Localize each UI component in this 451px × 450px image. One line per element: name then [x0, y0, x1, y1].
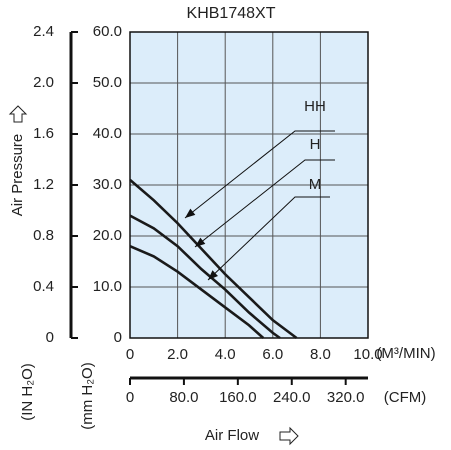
leader-arrow — [208, 270, 218, 280]
y2-tick-label: 0 — [46, 329, 54, 346]
x2-tick-label: 0 — [126, 389, 134, 406]
x-tick-label: 0 — [126, 346, 134, 363]
y-tick-label: 10.0 — [93, 278, 122, 295]
leader-line — [207, 196, 330, 281]
x-tick-label: 6.0 — [262, 346, 283, 363]
x-tick-label: 2.0 — [167, 346, 188, 363]
y-tick-label: 20.0 — [93, 227, 122, 244]
x2-tick-label: 160.0 — [219, 389, 257, 406]
y2-tick-label: 0.8 — [33, 227, 54, 244]
y-unit: (mm H₂O) — [79, 362, 96, 429]
y-tick-label: 30.0 — [93, 176, 122, 193]
y-tick-label: 0 — [114, 329, 122, 346]
y2-tick-label: 2.0 — [33, 74, 54, 91]
leader-arrow — [185, 208, 196, 218]
x2-unit: (CFM) — [384, 389, 426, 406]
y2-tick-label: 1.6 — [33, 125, 54, 142]
x-tick-label: 4.0 — [215, 346, 236, 363]
y2-tick-label: 1.2 — [33, 176, 54, 193]
y2-tick-label: 2.4 — [33, 23, 54, 40]
plot-border — [129, 31, 369, 339]
curve — [129, 178, 298, 340]
x2-tick-label: 80.0 — [169, 389, 198, 406]
curve — [129, 245, 265, 339]
y-axis-label: Air Pressure — [9, 134, 26, 217]
series-label: H — [310, 136, 321, 153]
x-tick-label: 10.0 — [353, 346, 382, 363]
y-axis-arrow — [8, 105, 28, 123]
y-tick-label: 50.0 — [93, 74, 122, 91]
y-tick-label: 60.0 — [93, 23, 122, 40]
leader-line — [184, 130, 335, 219]
leader-arrow — [195, 237, 206, 247]
y2-unit: (IN H₂O) — [19, 363, 36, 420]
x-tick-label: 8.0 — [310, 346, 331, 363]
x2-tick-label: 240.0 — [273, 389, 311, 406]
curve — [129, 214, 281, 340]
series-label: M — [309, 176, 322, 193]
x2-tick-label: 320.0 — [327, 389, 365, 406]
y-tick-label: 40.0 — [93, 125, 122, 142]
x-axis-label: Air Flow — [205, 427, 259, 444]
y2-tick-label: 0.4 — [33, 278, 54, 295]
series-label: HH — [304, 98, 326, 115]
x-axis-arrow — [279, 426, 299, 446]
x-unit: (M³/MIN) — [376, 345, 435, 362]
chart-title: KHB1748XT — [187, 5, 276, 22]
leader-line — [194, 159, 335, 248]
